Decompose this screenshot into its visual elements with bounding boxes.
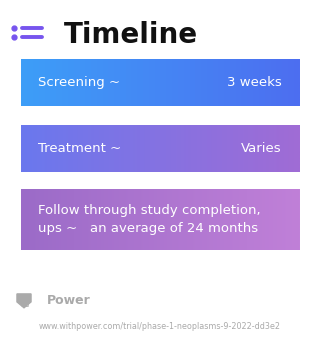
Text: Follow through study completion,
ups ~   an average of 24 months: Follow through study completion, ups ~ a… [38,204,261,235]
Text: Varies: Varies [241,142,282,155]
FancyBboxPatch shape [15,183,305,256]
Text: 3 weeks: 3 weeks [227,76,282,89]
Polygon shape [17,294,31,308]
Text: Power: Power [46,294,90,307]
FancyBboxPatch shape [15,53,305,112]
FancyBboxPatch shape [15,119,305,178]
Text: Screening ~: Screening ~ [38,76,121,89]
Text: www.withpower.com/trial/phase-1-neoplasms-9-2022-dd3e2: www.withpower.com/trial/phase-1-neoplasm… [39,322,281,331]
Text: Treatment ~: Treatment ~ [38,142,122,155]
Text: ␧: ␧ [20,293,28,307]
Text: Timeline: Timeline [64,21,198,49]
